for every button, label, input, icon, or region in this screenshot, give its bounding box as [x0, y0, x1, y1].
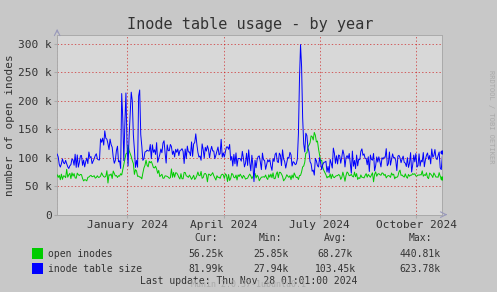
Text: inode table size: inode table size [48, 264, 142, 274]
Text: Min:: Min: [259, 233, 283, 243]
Text: 56.25k: 56.25k [189, 249, 224, 259]
Text: 27.94k: 27.94k [253, 264, 288, 274]
Text: Munin 2.0.37-1ubuntu0.1: Munin 2.0.37-1ubuntu0.1 [191, 280, 306, 289]
Text: Cur:: Cur: [194, 233, 218, 243]
Text: 25.85k: 25.85k [253, 249, 288, 259]
Text: 440.81k: 440.81k [400, 249, 440, 259]
Y-axis label: number of open inodes: number of open inodes [5, 54, 15, 196]
Text: 68.27k: 68.27k [318, 249, 353, 259]
Text: open inodes: open inodes [48, 249, 113, 259]
Text: Last update: Thu Nov 28 01:01:00 2024: Last update: Thu Nov 28 01:01:00 2024 [140, 276, 357, 286]
Text: Max:: Max: [408, 233, 432, 243]
Text: 623.78k: 623.78k [400, 264, 440, 274]
Text: Avg:: Avg: [324, 233, 347, 243]
Text: RRDTOOL / TOBI OETIKER: RRDTOOL / TOBI OETIKER [488, 70, 494, 164]
Title: Inode table usage - by year: Inode table usage - by year [127, 18, 373, 32]
Text: 103.45k: 103.45k [315, 264, 356, 274]
Text: 81.99k: 81.99k [189, 264, 224, 274]
